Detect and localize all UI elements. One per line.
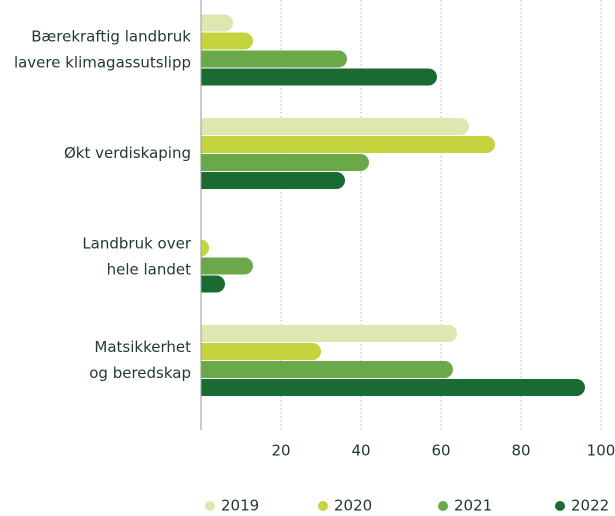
x-tick-label: 20 <box>271 442 290 460</box>
bar <box>201 325 457 342</box>
legend-swatch <box>555 501 565 511</box>
bar <box>201 32 253 50</box>
y-tick-label: Økt verdiskaping <box>64 144 191 162</box>
y-tick-label: Matsikkerhet <box>94 338 191 356</box>
bar <box>201 257 253 275</box>
y-tick-label: Bærekraftig landbruk <box>31 28 191 46</box>
bar <box>201 50 347 68</box>
bar <box>201 172 345 189</box>
bar <box>201 275 225 293</box>
bar <box>201 154 369 171</box>
x-tick-label: 100 <box>587 442 615 460</box>
bar <box>201 118 469 135</box>
y-tick-label: lavere klimagassutslipp <box>14 54 191 72</box>
bar <box>201 136 495 153</box>
legend-label: 2019 <box>221 497 259 513</box>
legend-swatch <box>438 501 448 511</box>
y-tick-label: Landbruk over <box>82 235 192 253</box>
legend-label: 2021 <box>454 497 492 513</box>
x-tick-label: 40 <box>351 442 370 460</box>
x-tick-label: 80 <box>511 442 530 460</box>
bar <box>201 343 321 360</box>
bar <box>201 361 453 378</box>
legend-swatch <box>205 501 215 511</box>
bar <box>201 239 209 257</box>
y-tick-label: og beredskap <box>89 364 191 382</box>
x-tick-label: 60 <box>431 442 450 460</box>
legend-label: 2022 <box>571 497 609 513</box>
bar <box>201 14 233 32</box>
legend-label: 2020 <box>334 497 372 513</box>
bar <box>201 379 585 396</box>
y-tick-label: hele landet <box>107 261 192 279</box>
bar <box>201 68 437 86</box>
legend-swatch <box>318 501 328 511</box>
